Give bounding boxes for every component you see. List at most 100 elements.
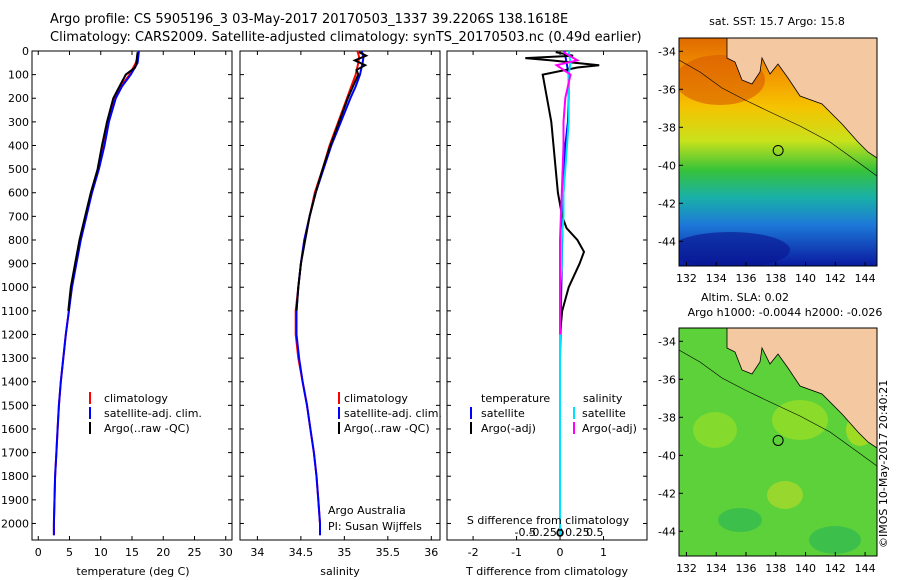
sst-map: sat. SST: 15.7 Argo: 15.8 132 134 136 138 14… <box>658 15 878 285</box>
legend-salinity-satellite: satellite <box>582 407 626 420</box>
series-satellite-adj-clim- <box>52 50 140 536</box>
depth-tick-label: 600 <box>8 187 29 200</box>
lon-tick-label: 144 <box>855 272 876 285</box>
depth-tick-label: 100 <box>8 69 29 82</box>
depth-tick-label: 1200 <box>1 328 29 341</box>
legend-swatch-blue <box>89 407 91 419</box>
lat-tick-label: -44 <box>658 235 676 248</box>
x-tick-label: 20 <box>156 546 170 559</box>
lon-tick-label: 142 <box>825 562 846 575</box>
legend-temperature-satellite: satellite <box>481 407 525 420</box>
sla-patch <box>772 400 828 440</box>
legend-swatch-black <box>338 422 340 434</box>
legend-salinity-heading: salinity <box>583 392 623 405</box>
sla-patch <box>693 412 737 448</box>
s-tick-label: 0.5 <box>586 526 604 539</box>
s-difference-label: S difference from climatology <box>467 514 630 527</box>
sla-map-frame <box>678 327 878 557</box>
depth-tick-label: 200 <box>8 92 29 105</box>
depth-tick-label: 900 <box>8 258 29 271</box>
lat-tick-label: -38 <box>658 121 676 134</box>
climatology-title: Climatology: CARS2009. Satellite-adjuste… <box>50 30 642 45</box>
lon-tick-label: 140 <box>795 272 816 285</box>
sla-patch <box>718 508 762 532</box>
shelf-contour <box>679 59 877 177</box>
lon-tick-label: 138 <box>765 272 786 285</box>
sla-patch <box>767 481 803 509</box>
sla-patch <box>809 526 861 554</box>
x-tick-label: 36 <box>424 546 438 559</box>
depth-tick-label: 700 <box>8 210 29 223</box>
lon-tick-label: 138 <box>765 562 786 575</box>
temperature-panel: 0100200300400500600700800900100011001200… <box>1 45 233 578</box>
lon-tick-label: 136 <box>735 272 756 285</box>
lon-tick-label: 144 <box>855 562 876 575</box>
temperature-legend: climatology satellite-adj. clim. Argo(..… <box>89 392 202 435</box>
lat-tick-label: -36 <box>658 83 676 96</box>
annotation-pi: PI: Susan Wijffels <box>328 520 422 533</box>
legend-argo: Argo(..raw -QC) <box>104 422 190 435</box>
depth-tick-label: 1100 <box>1 305 29 318</box>
depth-tick-label: 2000 <box>1 517 29 530</box>
legend-swatch-blue <box>470 407 472 419</box>
legend-temperature-heading: temperature <box>481 392 550 405</box>
legend-climatology: climatology <box>104 392 168 405</box>
x-tick-label: -2 <box>468 546 479 559</box>
depth-tick-label: 1000 <box>1 281 29 294</box>
x-tick-label: 1 <box>600 546 607 559</box>
x-tick-label: -1 <box>511 546 522 559</box>
imos-timestamp: ©IMOS 10-May-2017 20:40:21 <box>877 379 890 548</box>
x-tick-label: 30 <box>219 546 233 559</box>
lon-tick-label: 134 <box>706 272 727 285</box>
salinity-xlabel: salinity <box>320 565 360 578</box>
sst-map-title: sat. SST: 15.7 Argo: 15.8 <box>709 15 845 28</box>
depth-tick-label: 800 <box>8 234 29 247</box>
difference-legend: temperature satellite Argo(-adj) salinit… <box>470 392 637 435</box>
legend-swatch-black <box>470 422 472 434</box>
lat-tick-label: -34 <box>658 335 676 348</box>
sla-map-title-1: Altim. SLA: 0.02 <box>701 291 789 304</box>
legend-climatology: climatology <box>344 392 408 405</box>
x-tick-label: 25 <box>188 546 202 559</box>
s-tick-label: -0.25 <box>528 526 556 539</box>
depth-tick-label: 1700 <box>1 447 29 460</box>
lon-tick-label: 142 <box>825 272 846 285</box>
legend-swatch-black <box>89 422 91 434</box>
depth-tick-label: 1300 <box>1 352 29 365</box>
legend-swatch-cyan <box>573 407 575 419</box>
legend-swatch-blue <box>338 407 340 419</box>
temperature-plot-frame <box>31 50 233 541</box>
x-tick-label: 34.5 <box>289 546 314 559</box>
legend-satellite-adj: satellite-adj. clim. <box>104 407 202 420</box>
difference-xlabel: T difference from climatology <box>465 565 628 578</box>
argo-position-marker <box>772 144 784 156</box>
lat-tick-label: -42 <box>658 487 676 500</box>
legend-satellite-adj: satellite-adj. clim. <box>344 407 442 420</box>
lon-tick-label: 136 <box>735 562 756 575</box>
series-argo-raw-qc- <box>295 51 369 311</box>
legend-argo: Argo(..raw -QC) <box>344 422 430 435</box>
depth-tick-label: 1400 <box>1 376 29 389</box>
legend-salinity-argo: Argo(-adj) <box>582 422 637 435</box>
x-tick-label: 35.5 <box>376 546 401 559</box>
depth-tick-label: 400 <box>8 139 29 152</box>
annotation-argo-australia: Argo Australia <box>328 504 406 517</box>
profile-end-point <box>556 529 564 537</box>
s-tick-label: 0.25 <box>565 526 590 539</box>
series-temperature-argo-adj- <box>525 51 600 335</box>
x-tick-label: 10 <box>94 546 108 559</box>
depth-tick-label: 300 <box>8 116 29 129</box>
lat-tick-label: -42 <box>658 197 676 210</box>
lat-tick-label: -40 <box>658 159 676 172</box>
sla-map: Altim. SLA: 0.02 Argo h1000: -0.0044 h20… <box>658 291 882 575</box>
series-salinity-satellite <box>559 50 572 536</box>
lon-tick-label: 140 <box>795 562 816 575</box>
salinity-plot-frame <box>239 50 441 541</box>
depth-tick-label: 500 <box>8 163 29 176</box>
x-tick-label: 0 <box>557 546 564 559</box>
lon-tick-label: 132 <box>676 272 697 285</box>
difference-panel: -2 -1 0 1-0.5-0.25 0 0.250.5 temperature sate… <box>446 50 648 578</box>
sst-map-frame <box>678 37 878 267</box>
sst-cold-patch <box>679 232 790 266</box>
